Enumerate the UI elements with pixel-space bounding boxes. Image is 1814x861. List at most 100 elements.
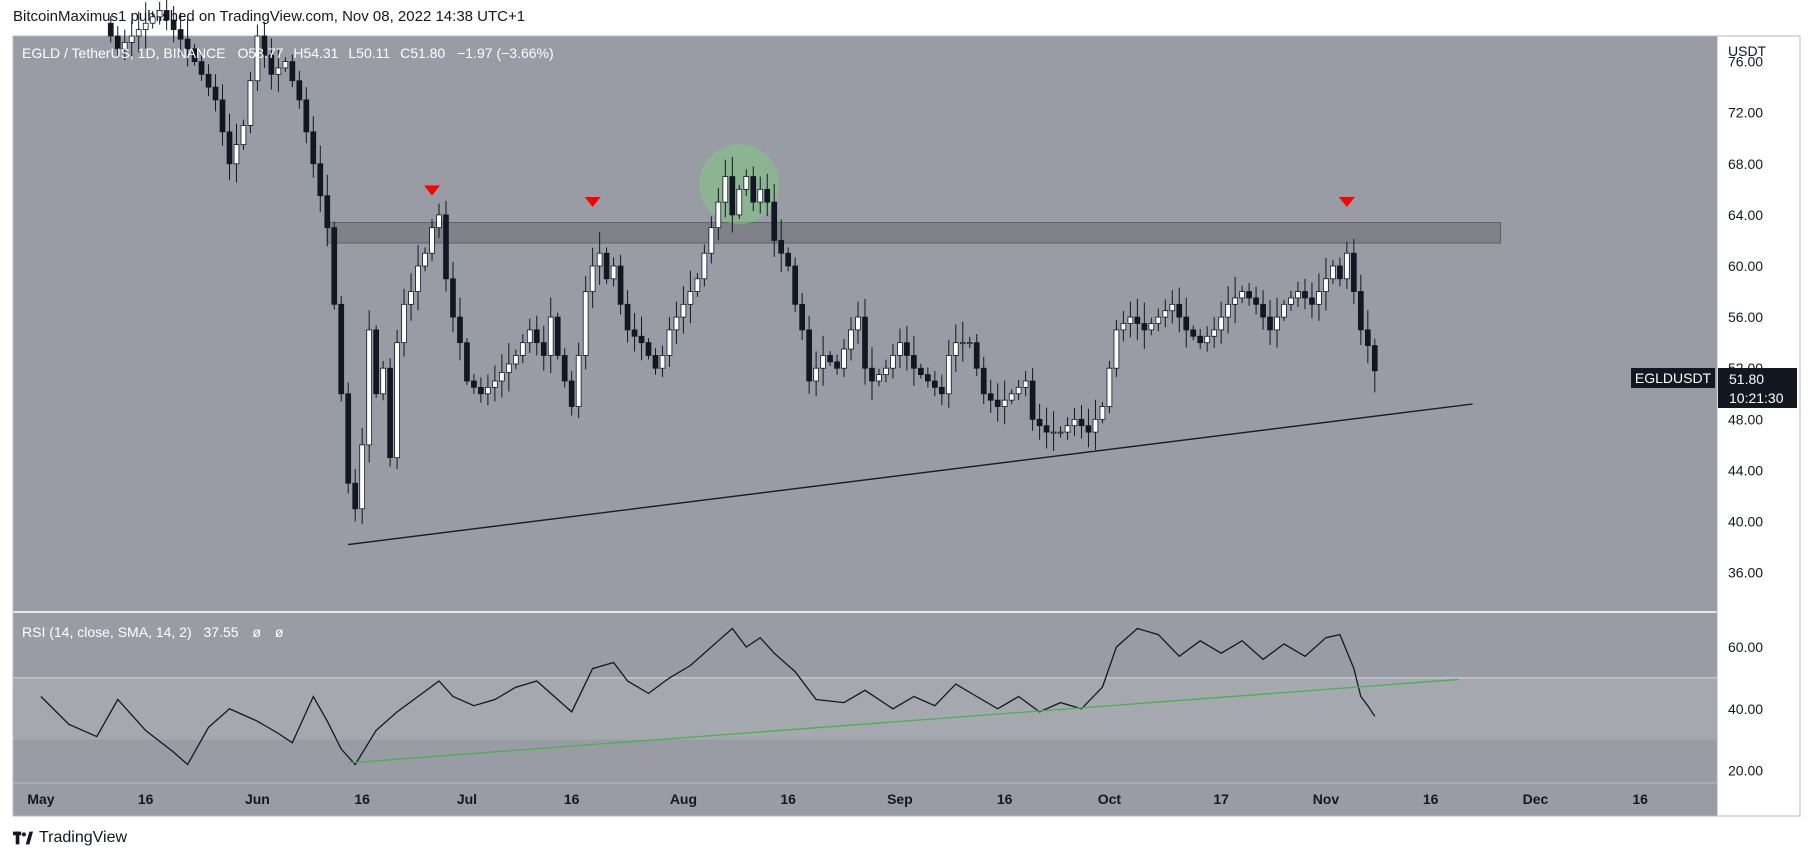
candle xyxy=(519,334,526,364)
candle xyxy=(324,174,331,247)
candle-body-down xyxy=(1176,303,1183,318)
ohlc-change: −1.97 (−3.66%) xyxy=(457,45,554,61)
price-tick-label: 60.00 xyxy=(1728,258,1763,274)
candle-body-down xyxy=(938,386,945,395)
candle-body-up xyxy=(945,355,952,395)
candle-body-down xyxy=(645,342,652,356)
ohlc-high-value: 54.31 xyxy=(303,45,338,61)
candle-body-down xyxy=(973,342,980,369)
price-tick-label: 44.00 xyxy=(1728,462,1763,478)
candle xyxy=(785,247,792,272)
price-tick-label: 68.00 xyxy=(1728,156,1763,172)
candle xyxy=(408,273,414,321)
ohlc-low-key: L xyxy=(348,45,356,61)
candle xyxy=(282,57,289,72)
candle-body-down xyxy=(177,29,184,40)
candle-body-up xyxy=(1295,291,1301,299)
last-price-tag: EGLDUSDT 51.80 10:21:30 xyxy=(1631,368,1797,408)
candle xyxy=(289,54,296,88)
candle xyxy=(1022,371,1029,397)
candle xyxy=(107,15,114,43)
candle-body-down xyxy=(1141,323,1148,331)
candle xyxy=(1309,282,1315,319)
candle xyxy=(303,87,310,144)
candle xyxy=(526,318,533,353)
candle xyxy=(1190,325,1197,341)
candle xyxy=(1015,380,1022,401)
candle xyxy=(904,325,910,371)
candle-body-down xyxy=(387,367,393,459)
candle-body-down xyxy=(226,131,233,165)
candle xyxy=(512,349,519,370)
candle-body-up xyxy=(890,355,896,369)
price-tick-label: 72.00 xyxy=(1728,105,1763,121)
candle-body-up xyxy=(813,367,819,382)
candle-body-down xyxy=(1337,265,1343,280)
price-tag-countdown: 10:21:30 xyxy=(1729,390,1784,406)
candle xyxy=(736,184,743,219)
candle xyxy=(163,0,170,31)
candle xyxy=(184,19,191,67)
resistance-zone xyxy=(326,222,1502,244)
candle-body-down xyxy=(778,240,785,254)
candle-body-up xyxy=(429,227,435,254)
candle-body-up xyxy=(897,342,903,356)
candle xyxy=(240,119,247,150)
candle-body-down xyxy=(464,342,470,382)
price-tick-label: 36.00 xyxy=(1728,565,1763,581)
candle-body-down xyxy=(1260,303,1266,318)
candle xyxy=(1085,408,1092,448)
candle-body-up xyxy=(485,386,491,395)
time-tick-label: Oct xyxy=(1098,791,1122,807)
candle-body-down xyxy=(205,73,212,88)
candle-body-up xyxy=(1155,316,1162,324)
candle xyxy=(275,48,282,92)
candle-body-up xyxy=(499,372,505,382)
candle-body-down xyxy=(191,48,198,62)
candle xyxy=(547,297,554,374)
price-tick-label: 64.00 xyxy=(1728,207,1763,223)
candle xyxy=(415,245,421,311)
candle-body-down xyxy=(324,195,331,229)
candle-body-up xyxy=(589,265,596,292)
candle xyxy=(149,10,156,29)
candle-body-down xyxy=(261,35,268,56)
candle xyxy=(1001,380,1008,425)
candle-body-down xyxy=(987,393,994,401)
candle-body-down xyxy=(568,380,575,407)
candle-body-down xyxy=(624,303,631,331)
ohlc-open-key: O xyxy=(237,45,248,61)
time-tick-label: 16 xyxy=(564,791,580,807)
candle-body-down xyxy=(317,163,324,197)
candle-body-up xyxy=(275,67,282,75)
candle-body-up xyxy=(1232,297,1238,305)
candle-body-up xyxy=(1050,431,1057,434)
candle xyxy=(1371,338,1378,393)
candle xyxy=(310,116,317,178)
candle-body-down xyxy=(1351,252,1357,292)
candle-body-down xyxy=(1246,291,1252,299)
candle xyxy=(226,113,233,181)
candle-body-down xyxy=(114,35,121,50)
candle-body-up xyxy=(1099,406,1106,420)
candle-body-down xyxy=(1036,418,1043,427)
footer-brand[interactable]: TradingView xyxy=(13,829,127,847)
candle xyxy=(987,379,994,413)
rsi-legend-label: RSI (14, close, SMA, 14, 2) xyxy=(22,624,192,640)
candle xyxy=(945,339,952,408)
candle xyxy=(1036,403,1043,440)
rsi-tick-label: 40.00 xyxy=(1728,701,1763,717)
candle-body-down xyxy=(310,131,317,165)
candle-body-down xyxy=(303,99,310,133)
ascending-support-line xyxy=(348,403,1473,546)
time-ticks: May 16 Jun 16 Jul 16 Aug 16 Sep 16 Oct 17 Nov 16 Dec 16 xyxy=(27,791,1648,807)
candle-body-up xyxy=(1071,418,1078,427)
candle xyxy=(212,74,219,112)
candle xyxy=(1078,405,1085,439)
candle xyxy=(624,290,631,343)
candle-body-up xyxy=(687,291,694,305)
candle-body-up xyxy=(359,444,366,510)
candle xyxy=(345,382,352,494)
candle xyxy=(792,257,799,313)
